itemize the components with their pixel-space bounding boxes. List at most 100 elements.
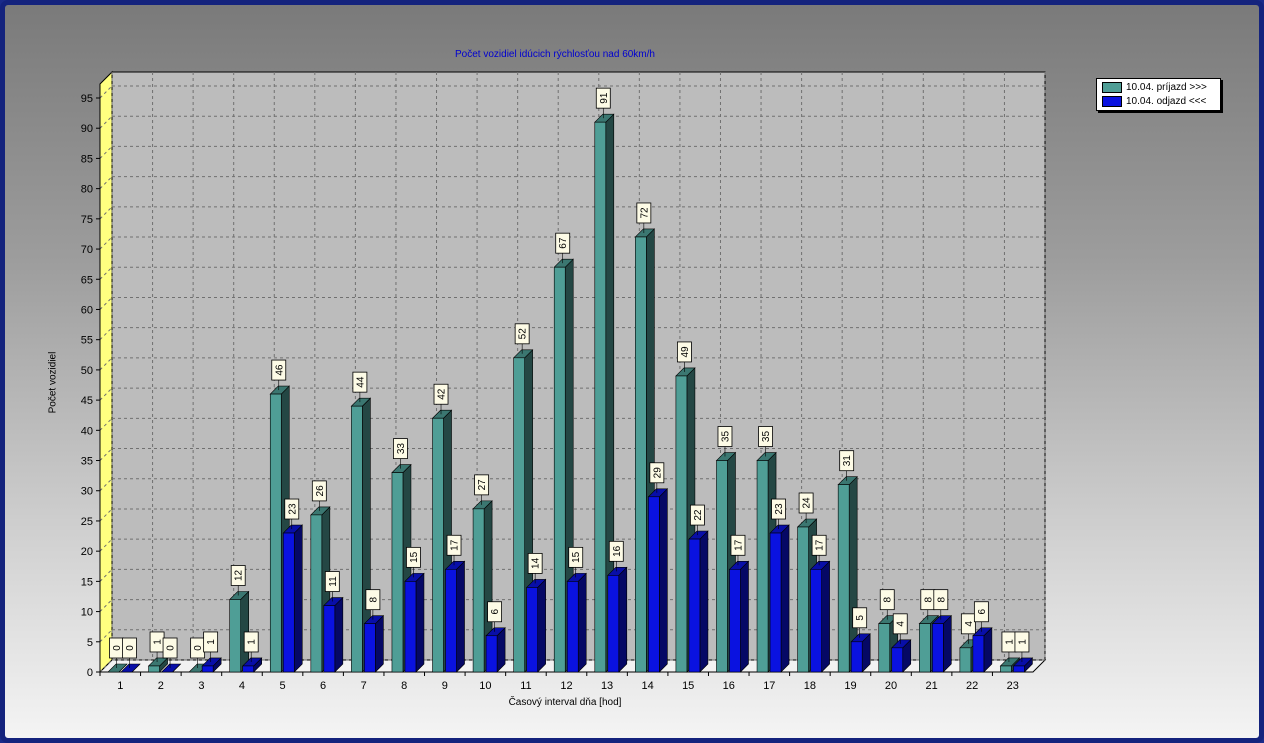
departure-data-label-box [608,540,624,562]
x-tick-label: 17 [763,680,775,692]
departure-bar [404,581,417,673]
y-tick-label: 45 [81,395,93,407]
departure-bar [729,568,741,673]
departure-bar [242,665,254,673]
departure-data-label-box [324,571,340,592]
x-tick-label: 20 [885,680,897,692]
departure-data-label-box [973,601,989,623]
arrival-bar [635,236,647,673]
arrival-bar [269,393,282,673]
arrival-data-label-box [798,492,814,514]
y-tick-label: 15 [81,576,93,588]
x-tick-label: 5 [279,680,285,692]
y-tick-label: 75 [81,214,93,226]
arrival-data-label: 46 [274,364,285,376]
arrival-data-label: 67 [558,237,569,249]
departure-data-label: 14 [531,557,542,569]
arrival-bar [959,647,972,673]
arrival-data-label-box [271,359,287,381]
arrival-data-label-box [717,426,733,447]
arrival-data-label: 35 [720,431,731,443]
arrival-bar [310,514,323,673]
arrival-data-label: 35 [761,431,772,443]
departure-bar [364,623,376,673]
x-tick-label: 23 [1007,680,1019,692]
departure-data-label-box [122,637,137,659]
departure-bar-side [618,566,628,673]
departure-data-label-box [811,534,827,556]
arrival-bar [472,508,485,673]
legend: 10.04. príjazd >>> 10.04. odjazd <<< [1096,78,1221,111]
arrival-data-label: 27 [477,479,488,491]
departure-bar-side [375,614,384,673]
x-tick-label: 2 [158,680,164,692]
arrival-bar [1000,665,1012,673]
y-gridline-side [99,176,113,189]
arrival-data-label: 91 [599,92,610,104]
departure-bar [688,538,701,673]
arrival-data-label: 24 [802,497,813,509]
x-tick-label: 3 [198,680,204,692]
departure-data-label: 22 [693,509,704,521]
departure-bar [891,647,904,673]
arrival-data-label-box [960,613,976,635]
arrival-bar [919,623,931,673]
departure-data-label-box [649,462,665,484]
plot-left-wall [99,70,113,674]
x-tick-label: 16 [723,680,735,692]
departure-data-label: 6 [490,609,501,615]
departure-data-label-box [690,504,705,526]
y-tick-label: 20 [81,546,93,558]
departure-data-label-box [892,613,908,635]
arrival-data-label-box [636,202,652,224]
departure-bar-side [293,524,303,673]
arrival-data-label: 49 [680,346,691,358]
arrival-data-label-box [677,341,692,363]
y-tick-label: 90 [81,123,93,135]
arrival-bar [229,599,241,673]
y-gridline-side [99,448,113,461]
arrival-data-label-box [352,371,368,393]
y-gridline-side [99,508,113,522]
y-gridline-side [99,659,113,673]
departure-bar [972,635,985,673]
x-tick-label: 7 [361,680,367,692]
departure-data-label-box [1014,631,1030,653]
departure-data-label: 8 [368,596,379,602]
x-tick-label: 11 [520,680,531,692]
y-tick-label: 70 [81,244,93,256]
arrival-bar [553,266,566,673]
arrival-bar [797,526,809,673]
departure-data-label: 1 [206,639,217,645]
arrival-bar-top [107,663,128,673]
departure-data-label-box [487,601,502,623]
y-tick-label: 10 [81,607,93,619]
arrival-data-label: 8 [923,596,934,602]
y-gridline-side [99,206,113,220]
departure-data-label: 8 [936,596,947,602]
arrival-data-label-box [595,87,611,109]
departure-bar [526,587,538,673]
arrival-bar [351,405,363,673]
departure-data-label: 15 [409,551,420,563]
departure-bar-side [415,572,425,673]
legend-swatch-departure [1102,95,1122,107]
arrival-bar [391,472,404,673]
arrival-bar [675,375,688,673]
departure-data-label: 1 [247,639,258,645]
departure-data-label: 16 [612,545,623,557]
arrival-bar [837,484,850,673]
arrival-data-label: 72 [639,207,650,219]
departure-data-label: 0 [166,645,177,651]
departure-data-label: 29 [652,467,663,479]
arrival-data-label-box [311,480,327,502]
x-tick-label: 9 [442,680,448,692]
y-tick-label: 95 [81,93,93,105]
legend-item-departure: 10.04. odjazd <<< [1102,95,1206,108]
departure-bar [607,575,620,673]
x-tick-label: 18 [804,680,816,692]
y-tick-label: 0 [87,667,93,679]
arrival-bar [756,460,769,673]
y-tick-label: 80 [81,184,93,196]
